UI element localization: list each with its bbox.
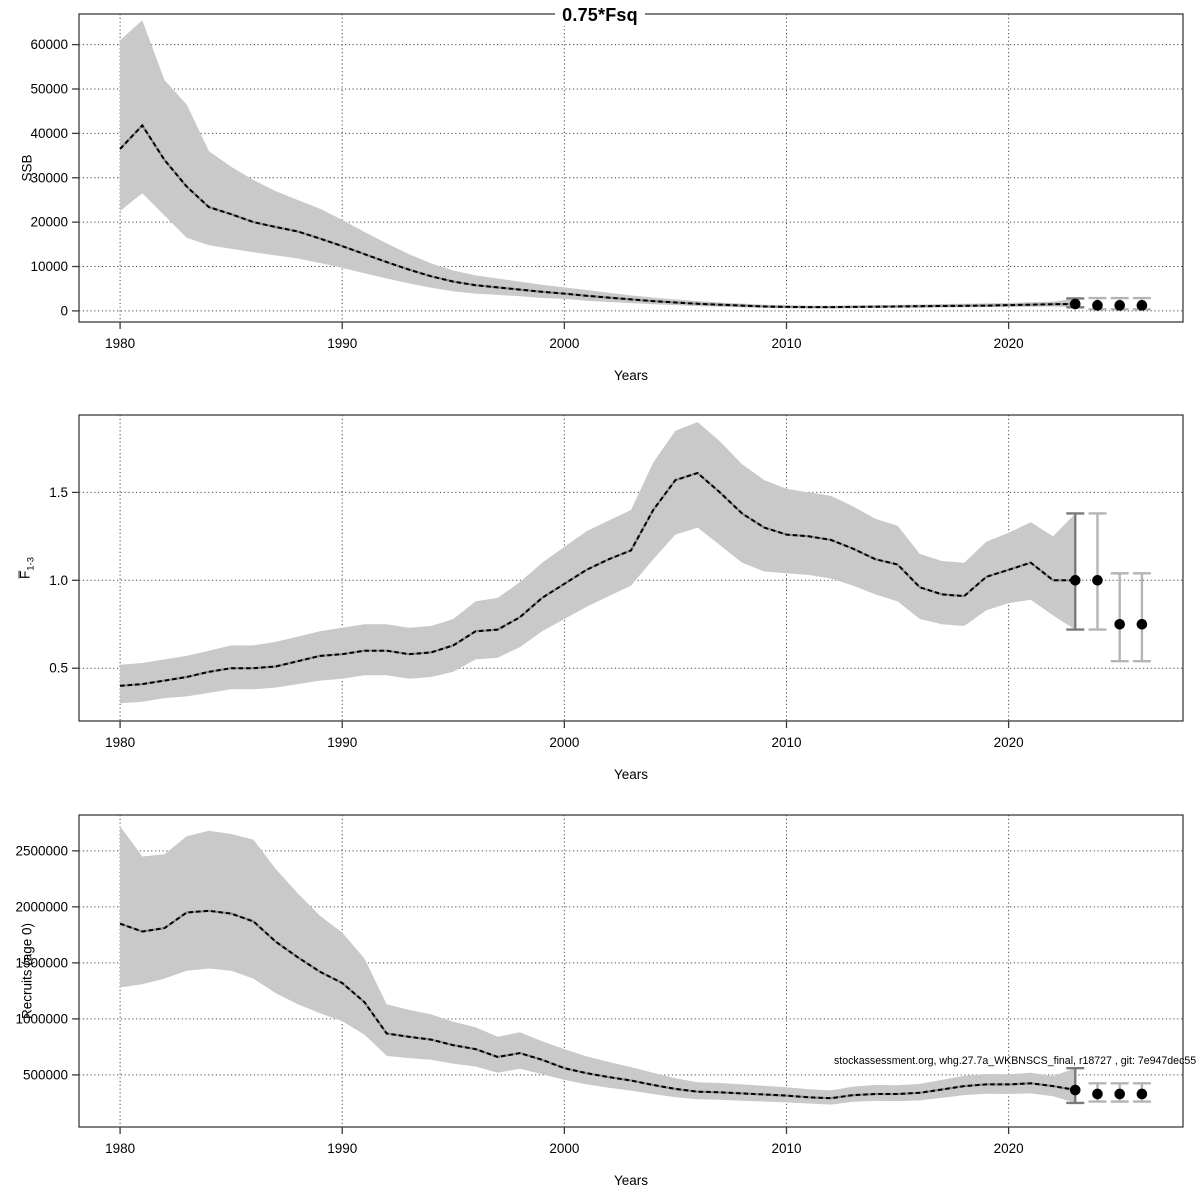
forecast-point <box>1069 298 1081 310</box>
x-tick-label: 2000 <box>549 336 579 351</box>
error-bar <box>1132 572 1151 663</box>
y-tick-label: 30000 <box>30 170 68 185</box>
error-bar <box>1110 572 1129 663</box>
stockassessment-annotation: stockassessment.org, whg.27.7a_WKBNSCS_f… <box>834 1055 1197 1067</box>
y-tick-label: 1.0 <box>49 573 68 588</box>
x-tick-label: 1980 <box>105 1141 135 1156</box>
y-axis-label-recruits: Recruits (age 0) <box>19 922 35 1020</box>
forecast-point <box>1069 575 1081 586</box>
forecast-point <box>1092 1088 1103 1100</box>
y-tick-label: 10000 <box>30 259 68 274</box>
tick-labels: 1980 1990 2000 2010 2020 500000 1000000 1500000… <box>15 843 1023 1156</box>
x-tick-label: 2000 <box>549 1141 579 1156</box>
error-bar <box>1066 512 1085 631</box>
tick-labels: 1980 1990 2000 2010 2020 0 10000 20000 30000 4000… <box>30 37 1023 351</box>
y-tick-label: 1000000 <box>15 1011 68 1026</box>
y-tick-label: 0.5 <box>49 661 68 676</box>
y-tick-label: 2000000 <box>15 899 68 914</box>
forecast-point <box>1136 300 1148 311</box>
y-tick-label: 1500000 <box>15 955 68 970</box>
x-tick-label: 2010 <box>771 336 801 351</box>
gridlines <box>79 14 1183 322</box>
x-axis-label-years-panel1: Years <box>613 368 649 383</box>
series-line <box>120 471 1076 687</box>
panel-2-chart: 1980 1990 2000 2010 2020 0.5 1.0 1.5 <box>49 414 1184 750</box>
forecast-point <box>1092 575 1103 586</box>
page-title: 0.75*Fsq <box>0 5 1200 26</box>
x-tick-label: 2020 <box>994 336 1024 351</box>
x-tick-label: 2020 <box>994 1141 1024 1156</box>
panel-3-chart: 1980 1990 2000 2010 2020 500000 1000000 1500000… <box>15 814 1184 1156</box>
panel-border <box>78 414 1184 722</box>
forecast-point <box>1114 300 1125 311</box>
y-tick-label: 2500000 <box>15 843 68 858</box>
x-tick-label: 2000 <box>549 735 579 750</box>
forecast-point <box>1136 1088 1148 1100</box>
panel-1-chart: 1980 1990 2000 2010 2020 0 10000 20000 30000 4000… <box>30 13 1184 351</box>
forecast <box>1066 296 1151 311</box>
y-axis-label-fbar: F̅1-3 <box>17 557 37 579</box>
axis-ticks <box>72 850 1010 1134</box>
x-tick-label: 1980 <box>105 735 135 750</box>
forecast <box>1066 1066 1151 1105</box>
error-bar <box>1088 512 1107 631</box>
page-title-text: 0.75*Fsq <box>555 5 645 26</box>
forecast-point <box>1092 300 1103 311</box>
y-tick-label: 60000 <box>30 37 68 52</box>
y-tick-label: 20000 <box>30 215 68 230</box>
x-tick-label: 2020 <box>994 735 1024 750</box>
panel-border <box>78 13 1184 323</box>
x-tick-label: 1990 <box>327 336 357 351</box>
y-axis-label-ssb: SSB <box>19 154 35 182</box>
confidence-band <box>120 20 1076 309</box>
series-line <box>119 123 1076 309</box>
axis-ticks <box>72 43 1010 329</box>
forecast-point <box>1114 618 1125 630</box>
x-tick-label: 1990 <box>327 735 357 750</box>
x-tick-label: 1980 <box>105 336 135 351</box>
panel-border <box>78 814 1184 1128</box>
confidence-band <box>120 422 1076 704</box>
forecast-point <box>1136 618 1148 630</box>
x-tick-label: 2010 <box>771 1141 801 1156</box>
x-tick-label: 2010 <box>771 735 801 750</box>
y-tick-label: 40000 <box>30 126 68 141</box>
y-tick-label: 500000 <box>23 1067 68 1082</box>
x-axis-label-years-panel3: Years <box>613 1173 649 1188</box>
forecast-point <box>1069 1084 1081 1096</box>
y-tick-label: 50000 <box>30 82 68 97</box>
x-tick-label: 1990 <box>327 1141 357 1156</box>
series-line <box>119 909 1076 1100</box>
y-tick-label: 0 <box>60 303 68 318</box>
forecast <box>1066 512 1151 663</box>
forecast-point <box>1114 1088 1125 1100</box>
tick-labels: 1980 1990 2000 2010 2020 0.5 1.0 1.5 <box>49 485 1023 750</box>
y-tick-label: 1.5 <box>49 485 68 500</box>
x-axis-label-years-panel2: Years <box>613 767 649 782</box>
axis-ticks <box>72 491 1010 728</box>
